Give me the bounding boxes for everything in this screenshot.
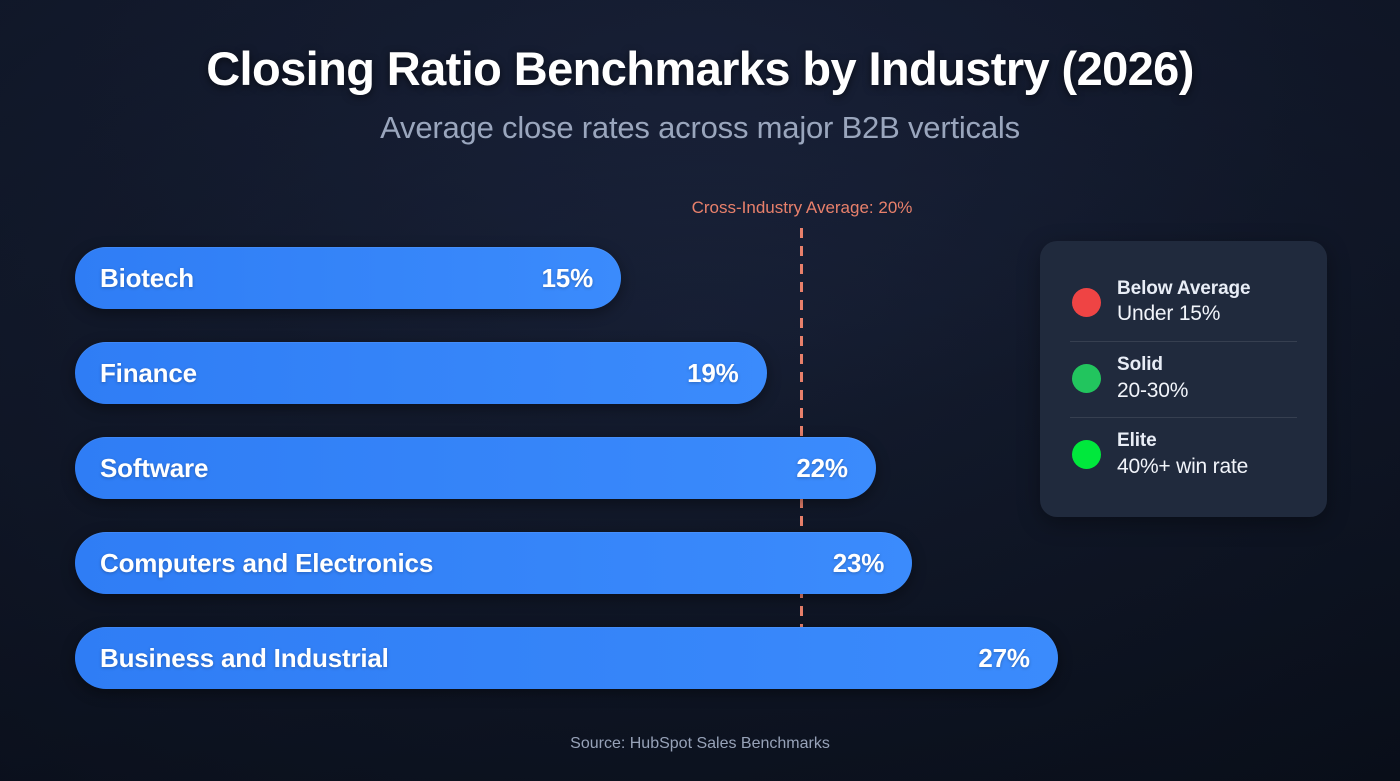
legend-item[interactable]: Elite 40%+ win rate xyxy=(1062,423,1305,488)
page-subtitle: Average close rates across major B2B ver… xyxy=(380,109,1020,145)
legend-item[interactable]: Solid 20-30% xyxy=(1062,347,1305,412)
bar-category-label: Computers and Electronics xyxy=(100,547,434,578)
bar[interactable]: Computers and Electronics 23% xyxy=(75,532,913,594)
bar[interactable]: Biotech 15% xyxy=(75,247,621,309)
legend-panel: Below Average Under 15% Solid 20-30% Elite 40… xyxy=(1040,241,1327,517)
bar-value-label: 27% xyxy=(978,642,1030,673)
legend-item-title: Elite xyxy=(1117,430,1157,452)
legend-item-subtitle: Under 15% xyxy=(1117,302,1221,326)
bar-value-label: 23% xyxy=(832,547,885,578)
bar-row: Software 22% xyxy=(75,437,1058,499)
legend-item-title: Solid xyxy=(1117,354,1163,376)
bar-category-label: Software xyxy=(100,452,209,483)
bar[interactable]: Finance 19% xyxy=(75,342,767,404)
bar[interactable]: Business and Industrial 27% xyxy=(75,627,1058,689)
page-title: Closing Ratio Benchmarks by Industry (20… xyxy=(206,42,1194,95)
bar-category-label: Business and Industrial xyxy=(100,642,389,673)
bar-value-label: 19% xyxy=(687,357,739,388)
bar-series: Biotech 15% Finance 19% Software 22% Computers… xyxy=(75,247,1058,722)
legend-item[interactable]: Below Average Under 15% xyxy=(1062,271,1305,336)
legend-divider xyxy=(1070,341,1297,343)
bar-value-label: 22% xyxy=(796,452,848,483)
bar-row: Biotech 15% xyxy=(75,247,1058,309)
source-caption: Source: HubSpot Sales Benchmarks xyxy=(570,735,830,752)
legend-item-subtitle: 40%+ win rate xyxy=(1117,454,1249,478)
bar-value-label: 15% xyxy=(541,262,594,293)
legend-dot-icon xyxy=(1072,440,1101,470)
bar-row: Finance 19% xyxy=(75,342,1058,404)
bar[interactable]: Software 22% xyxy=(75,437,876,499)
legend-item-subtitle: 20-30% xyxy=(1117,378,1189,402)
legend-divider xyxy=(1070,417,1297,419)
legend-item-title: Below Average xyxy=(1117,278,1251,299)
bar-category-label: Biotech xyxy=(100,262,194,293)
bar-row: Business and Industrial 27% xyxy=(75,627,1058,689)
legend-dot-icon xyxy=(1072,288,1101,318)
bar-category-label: Finance xyxy=(100,357,197,388)
bar-row: Computers and Electronics 23% xyxy=(75,532,1058,594)
average-line-label: Cross-Industry Average: 20% xyxy=(691,198,913,217)
chart-header: Closing Ratio Benchmarks by Industry (20… xyxy=(0,0,1400,146)
legend-dot-icon xyxy=(1072,364,1101,394)
